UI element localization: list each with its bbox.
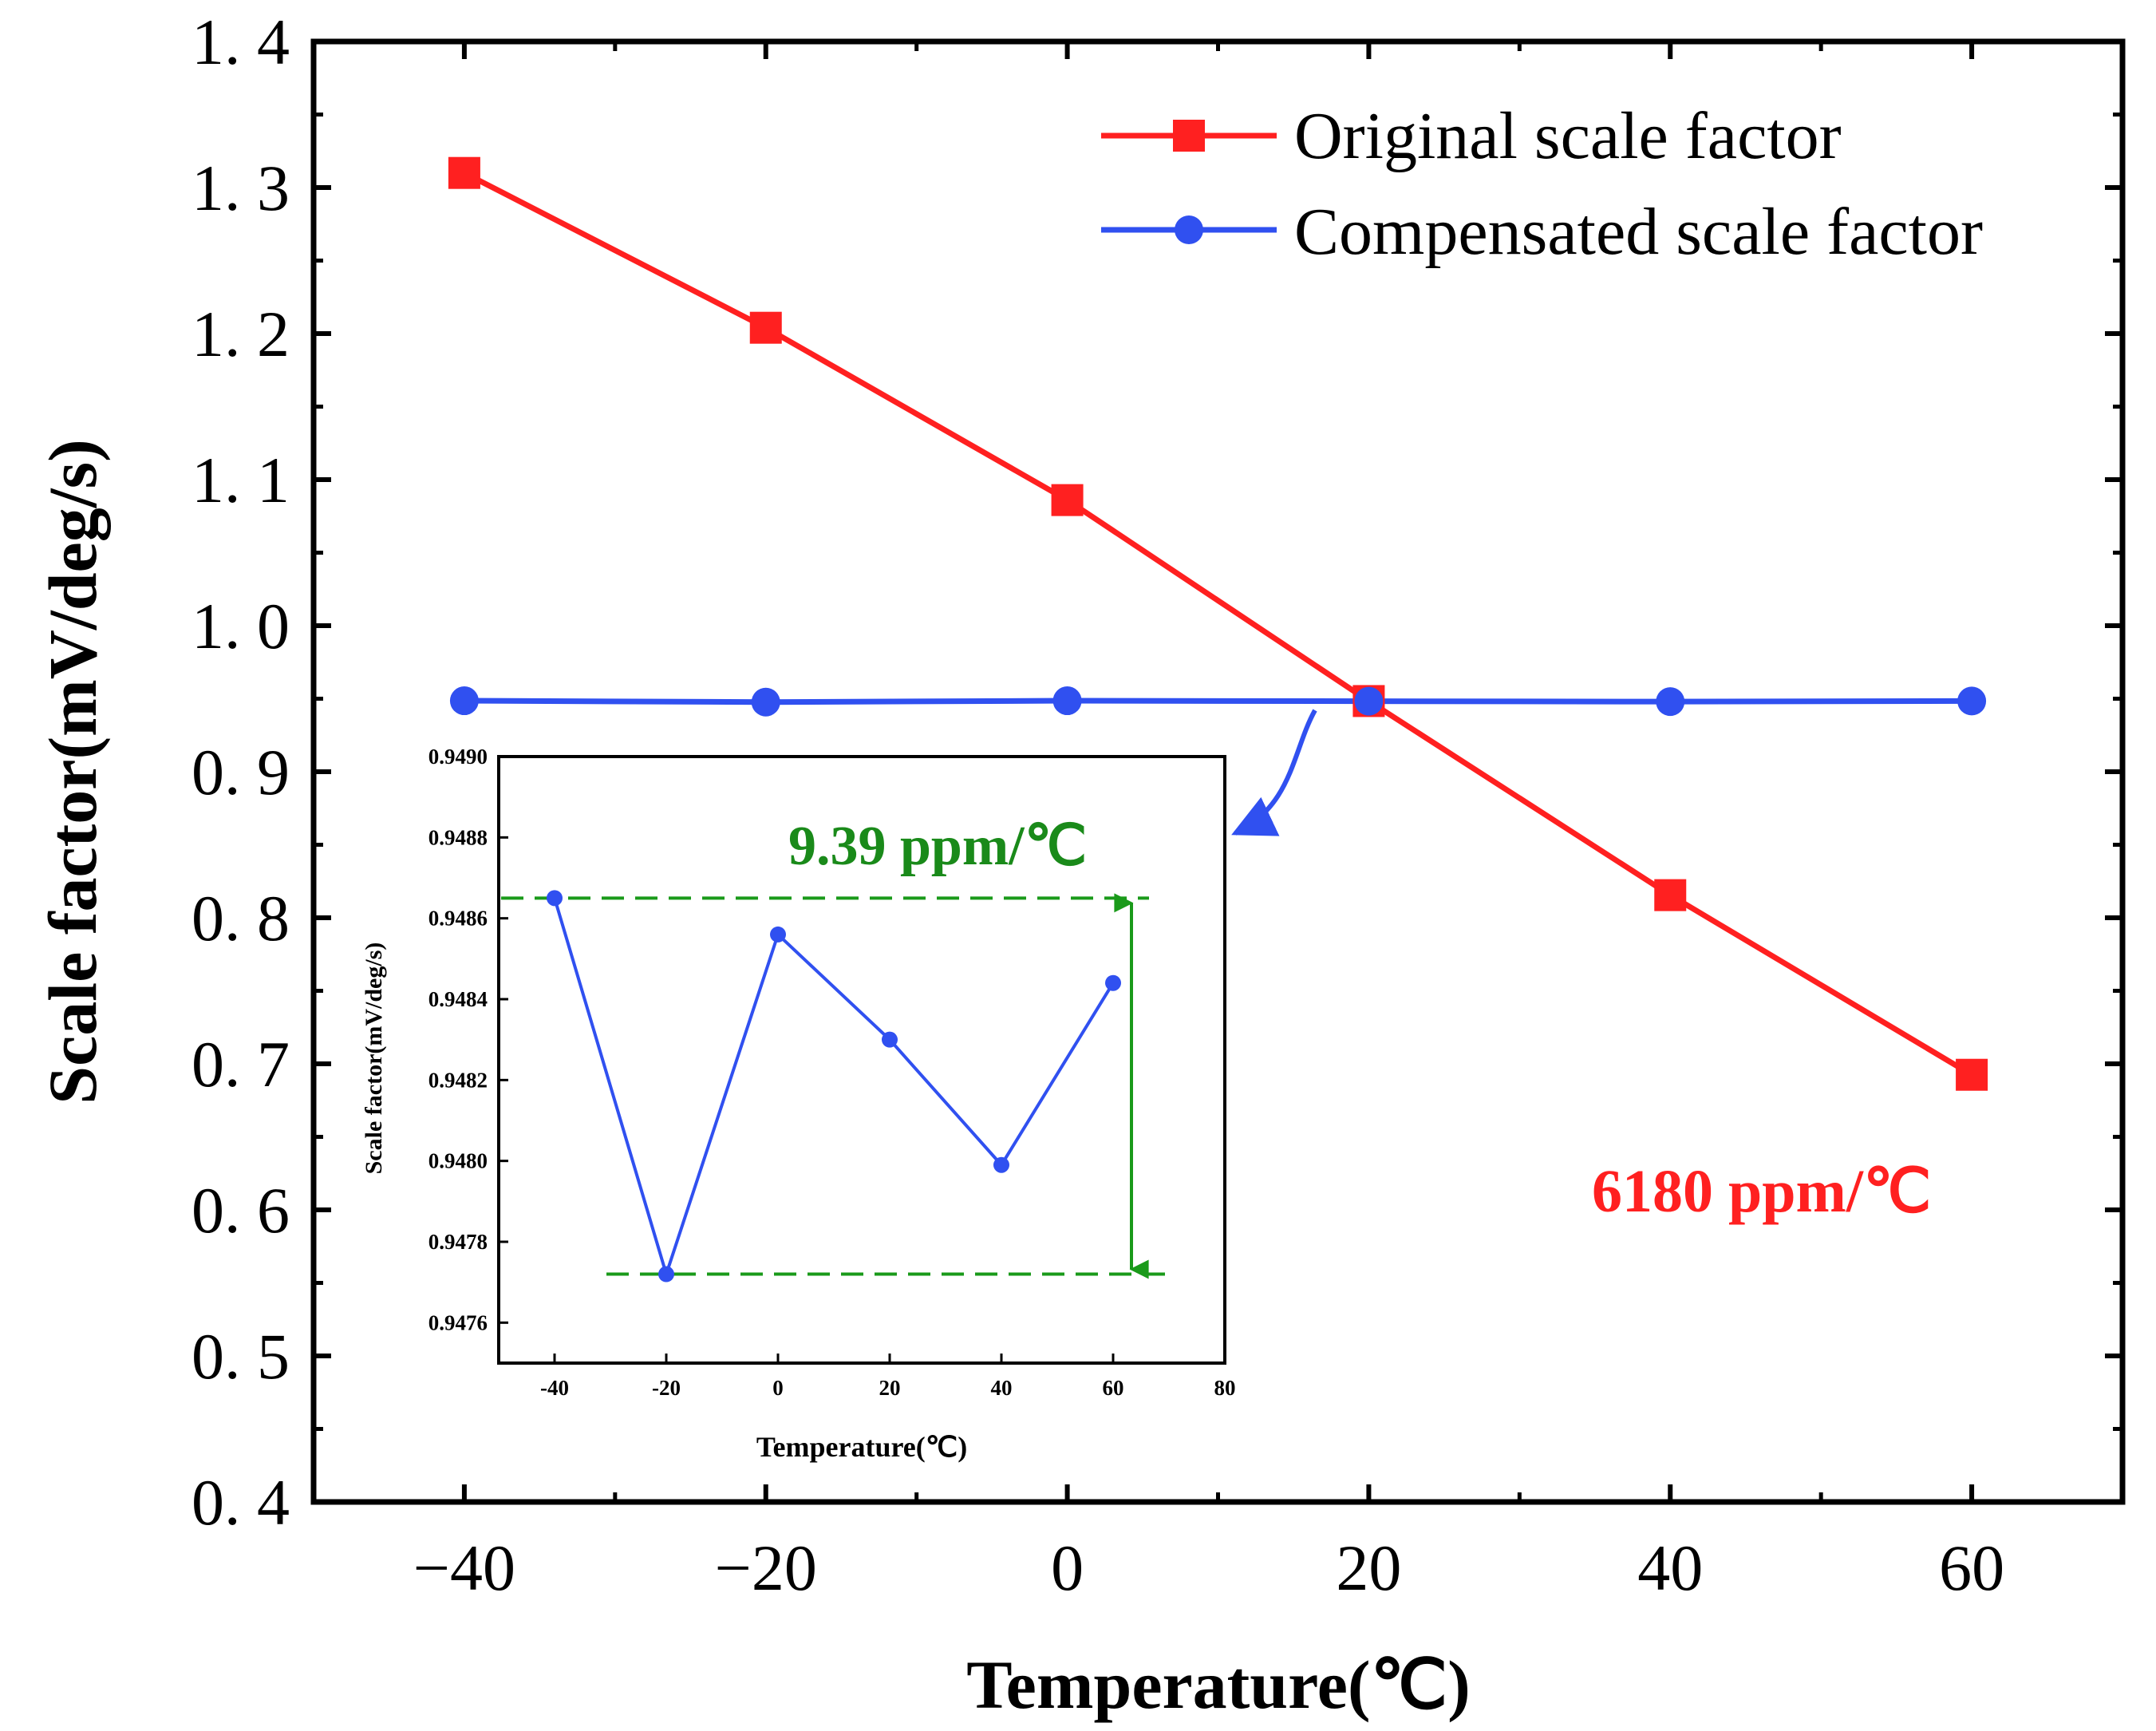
main-y-tick-label: 1. 4: [192, 6, 290, 78]
main-x-tick-label: 40: [1637, 1531, 1703, 1604]
main-y-tick-label: 0. 8: [192, 882, 290, 954]
main-series: [448, 156, 1988, 1091]
compensated-data-point: [1957, 686, 1987, 716]
compensated-data-point: [449, 686, 479, 716]
inset-series: [547, 890, 1121, 1282]
compensated-data-point: [751, 687, 780, 717]
legend-label-compensated: Compensated scale factor: [1294, 195, 1983, 269]
legend-label-original: Original scale factor: [1294, 99, 1842, 173]
inset-y-tick-label: 0.9476: [428, 1310, 488, 1334]
main-y-tick-label: 1. 3: [192, 152, 290, 224]
inset-data-point: [770, 926, 786, 943]
inset-x-tick-label: -40: [540, 1376, 569, 1400]
main-ticks: −40 −20 0 20 40 60 0. 4 0. 5 0. 6 0. 7 0. 8 0. 9 1. …: [192, 6, 2122, 1604]
main-y-tick-label: 0. 9: [192, 736, 290, 808]
inset-y-tick-label: 0.9480: [428, 1149, 488, 1173]
inset-x-tick-label: 0: [772, 1376, 784, 1400]
main-y-axis-title: Scale factor(mV/deg/s): [34, 439, 111, 1104]
main-x-tick-label: 60: [1939, 1531, 2004, 1604]
inset-range-lines: [501, 893, 1173, 1279]
main-y-tick-label: 0. 5: [192, 1320, 290, 1393]
inset-x-tick-label: 60: [1103, 1376, 1124, 1400]
compensated-data-point: [1052, 686, 1082, 716]
main-x-tick-label: −40: [413, 1531, 515, 1604]
inset-x-axis-title: Temperature(℃): [756, 1431, 967, 1463]
main-x-tick-label: −20: [715, 1531, 817, 1604]
inset-ticks: -40 -20 0 20 40 60 80 0.9476 0.9478 0.9480 0.9482 0…: [428, 745, 1236, 1400]
inset-y-tick-label: 0.9484: [428, 987, 488, 1011]
original-data-point: [749, 311, 782, 344]
main-y-tick-label: 1. 0: [192, 590, 290, 662]
legend-marker-compensated: [1175, 215, 1203, 244]
main-y-tick-label: 0. 4: [192, 1466, 290, 1539]
inset-y-tick-label: 0.9478: [428, 1230, 488, 1254]
original-drift-annotation: 6180 ppm/℃: [1592, 1158, 1931, 1225]
inset-data-point: [993, 1156, 1009, 1173]
inset-plot-frame: [497, 755, 1226, 1365]
inset-y-tick-label: 0.9482: [428, 1068, 488, 1092]
main-x-tick-label: 20: [1336, 1531, 1401, 1604]
original-data-point: [448, 156, 480, 189]
compensated-data-point: [1354, 686, 1384, 716]
series-line-compensated: [464, 698, 1972, 705]
inset-y-tick-label: 0.9490: [428, 745, 488, 769]
original-data-point: [1956, 1058, 1988, 1091]
inset-data-point: [547, 890, 563, 907]
inset-y-tick-label: 0.9488: [428, 825, 488, 849]
main-y-tick-label: 0. 6: [192, 1174, 290, 1247]
inset-x-tick-label: 40: [991, 1376, 1013, 1400]
compensated-drift-annotation: 9.39 ppm/℃: [788, 816, 1087, 877]
main-x-tick-label: 0: [1051, 1531, 1084, 1604]
inset-x-tick-label: 20: [879, 1376, 901, 1400]
compensated-data-point: [1656, 687, 1685, 717]
main-y-tick-label: 0. 7: [192, 1028, 290, 1101]
callout-arrow: [1231, 709, 1317, 836]
original-data-point: [1654, 879, 1687, 911]
inset-x-tick-label: 80: [1214, 1376, 1236, 1400]
main-y-tick-label: 1. 2: [192, 298, 290, 370]
inset-data-point: [1105, 974, 1121, 991]
inset-y-tick-label: 0.9486: [428, 907, 488, 931]
inset-series-line: [553, 897, 1115, 1280]
main-x-axis-title: Temperature(℃): [966, 1646, 1471, 1723]
original-data-point: [1051, 484, 1084, 516]
inset-y-axis-title: Scale factor(mV/deg/s): [361, 943, 387, 1175]
inset-data-point: [882, 1031, 898, 1048]
inset-x-tick-label: -20: [652, 1376, 681, 1400]
inset-data-point: [658, 1266, 674, 1282]
series-line-original: [463, 170, 1973, 1077]
legend: Original scale factor Compensated scale …: [1101, 99, 1983, 269]
legend-marker-original: [1173, 120, 1205, 152]
main-y-tick-label: 1. 1: [192, 444, 290, 516]
